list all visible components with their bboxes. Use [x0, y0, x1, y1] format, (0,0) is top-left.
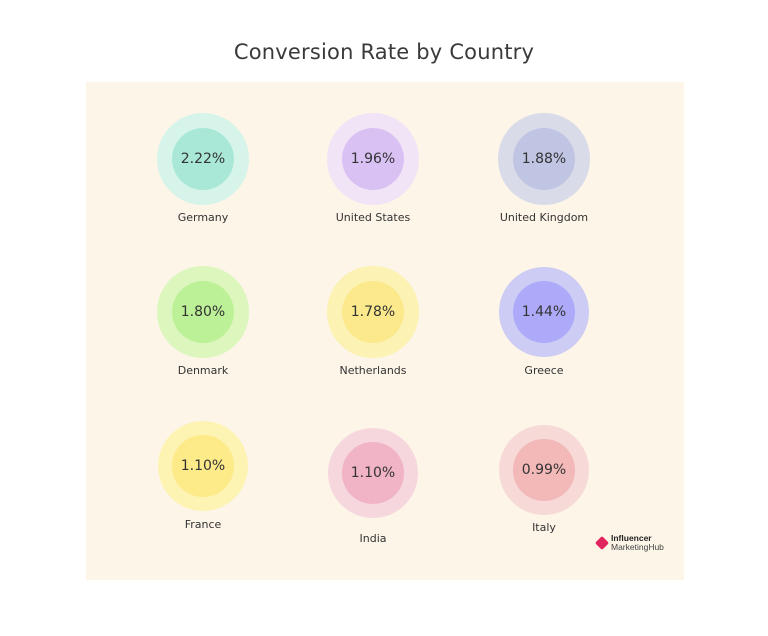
bubble-value-label: 1.10%: [180, 457, 226, 474]
country-label: Netherlands: [339, 364, 407, 377]
bubble-italy: 0.99%: [499, 425, 589, 515]
bubble-inner: [342, 442, 404, 504]
bubble-inner: [512, 127, 576, 191]
bubble-value-label: 1.96%: [350, 150, 396, 167]
bubble-denmark: 1.80%: [157, 266, 249, 358]
country-label: India: [359, 532, 387, 545]
brand-line-2: MarketingHub: [611, 542, 664, 552]
country-label: Italy: [532, 521, 556, 534]
bubble-value-label: 1.80%: [180, 303, 226, 320]
brand-diamond-icon: [596, 537, 608, 549]
bubble-inner: [341, 127, 405, 191]
country-label: Denmark: [177, 364, 229, 377]
bubble-inner: [513, 281, 575, 343]
bubble-inner: [171, 280, 234, 343]
country-label: Greece: [524, 364, 564, 377]
country-label: United States: [335, 211, 411, 224]
bubble-value-label: 0.99%: [521, 461, 567, 478]
brand-line-1: Influencer: [611, 533, 652, 543]
bubble-india: 1.10%: [328, 428, 418, 518]
bubble-united-kingdom: 1.88%: [498, 113, 590, 205]
bubble-netherlands: 1.78%: [327, 266, 419, 358]
brand-logo: Influencer MarketingHub: [596, 534, 664, 552]
bubble-value-label: 1.44%: [521, 303, 567, 320]
bubble-inner: [171, 127, 235, 191]
chart-title: Conversion Rate by Country: [233, 40, 535, 64]
bubble-greece: 1.44%: [498, 266, 590, 358]
bubble-inner: [172, 435, 234, 497]
country-label: United Kingdom: [499, 211, 589, 224]
country-label: Germany: [177, 211, 229, 224]
bubble-value-label: 1.10%: [350, 464, 396, 481]
bubble-inner: [513, 439, 575, 501]
bubble-value-label: 1.88%: [521, 150, 567, 167]
bubble-france: 1.10%: [158, 421, 248, 511]
bubble-value-label: 2.22%: [180, 151, 226, 167]
bubble-inner: [341, 280, 404, 343]
bubble-germany: 2.22%: [157, 113, 249, 205]
country-label: France: [184, 518, 222, 531]
bubble-value-label: 1.78%: [350, 303, 396, 320]
bubble-united-states: 1.96%: [327, 113, 419, 205]
